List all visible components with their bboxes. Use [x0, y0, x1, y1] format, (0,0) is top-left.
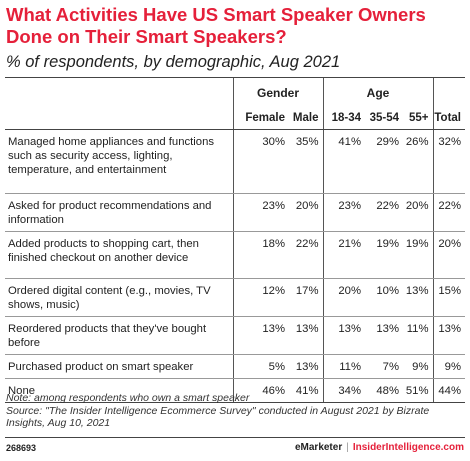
- cell-value: 21%: [323, 231, 365, 279]
- cell-value: 46%: [233, 378, 289, 403]
- cell-value: 23%: [323, 193, 365, 232]
- cell-value: 7%: [365, 354, 403, 379]
- bottom-divider: [5, 437, 465, 438]
- row-label: Reordered products that they've bought b…: [5, 316, 234, 355]
- data-table: Gender Age Female Male 18-34 35-54 55+ T…: [5, 78, 465, 403]
- cell-value: 35%: [289, 129, 324, 194]
- cell-value: 20%: [403, 193, 434, 232]
- cell-value: 11%: [403, 316, 434, 355]
- cell-value: 34%: [323, 378, 365, 403]
- row-label: Asked for product recommendations and in…: [5, 193, 234, 232]
- chart-id: 268693: [6, 443, 37, 453]
- cell-value: 17%: [289, 278, 324, 317]
- chart-title: What Activities Have US Smart Speaker Ow…: [6, 4, 426, 47]
- cell-value: 22%: [289, 231, 324, 279]
- cell-value: 11%: [323, 354, 365, 379]
- cell-value: 26%: [403, 129, 434, 194]
- cell-value: 41%: [323, 129, 365, 194]
- group-header-row: Gender Age: [5, 78, 465, 107]
- group-header-age: Age: [323, 78, 434, 107]
- cell-value: 22%: [365, 193, 403, 232]
- cell-value: 20%: [323, 278, 365, 317]
- brand-separator: |: [346, 442, 349, 453]
- cell-value: 9%: [433, 354, 465, 379]
- footer-brand: eMarketer | InsiderIntelligence.com: [295, 442, 464, 453]
- column-header-female: Female: [233, 107, 289, 130]
- cell-value: 13%: [289, 316, 324, 355]
- cell-value: 48%: [365, 378, 403, 403]
- table-row: None 46% 41% 34% 48% 51% 44%: [5, 378, 465, 403]
- cell-value: 29%: [365, 129, 403, 194]
- cell-value: 22%: [433, 193, 465, 232]
- cell-value: 51%: [403, 378, 434, 403]
- cell-value: 13%: [403, 278, 434, 317]
- row-label: None: [5, 378, 234, 403]
- chart-source: Source: "The Insider Intelligence Ecomme…: [6, 405, 430, 429]
- row-label: Managed home appliances and functions su…: [5, 129, 234, 194]
- cell-value: 20%: [433, 231, 465, 279]
- column-header-18-34: 18-34: [323, 107, 365, 130]
- cell-value: 10%: [365, 278, 403, 317]
- table-row: Purchased product on smart speaker 5% 13…: [5, 354, 465, 379]
- row-label: Added products to shopping cart, then fi…: [5, 231, 234, 279]
- cell-value: 19%: [403, 231, 434, 279]
- cell-value: 15%: [433, 278, 465, 317]
- column-header-55-plus: 55+: [403, 107, 434, 130]
- row-label: Ordered digital content (e.g., movies, T…: [5, 278, 234, 317]
- column-header-label: [5, 107, 234, 130]
- table-row: Added products to shopping cart, then fi…: [5, 231, 465, 279]
- cell-value: 13%: [433, 316, 465, 355]
- cell-value: 20%: [289, 193, 324, 232]
- top-divider: [5, 77, 465, 78]
- cell-value: 18%: [233, 231, 289, 279]
- table-row: Asked for product recommendations and in…: [5, 193, 465, 232]
- group-header-gender: Gender: [233, 78, 324, 107]
- cell-value: 32%: [433, 129, 465, 194]
- column-header-row: Female Male 18-34 35-54 55+ Total: [5, 107, 465, 130]
- brand-insider-intelligence: InsiderIntelligence.com: [352, 442, 464, 453]
- column-header-male: Male: [289, 107, 324, 130]
- cell-value: 5%: [233, 354, 289, 379]
- cell-value: 30%: [233, 129, 289, 194]
- cell-value: 13%: [289, 354, 324, 379]
- column-header-35-54: 35-54: [365, 107, 403, 130]
- group-header-total: [433, 78, 465, 107]
- column-header-total: Total: [433, 107, 465, 130]
- cell-value: 13%: [365, 316, 403, 355]
- cell-value: 44%: [433, 378, 465, 403]
- chart-subtitle: % of respondents, by demographic, Aug 20…: [6, 53, 341, 71]
- cell-value: 9%: [403, 354, 434, 379]
- cell-value: 23%: [233, 193, 289, 232]
- row-label: Purchased product on smart speaker: [5, 354, 234, 379]
- table-row: Managed home appliances and functions su…: [5, 129, 465, 194]
- table-row: Ordered digital content (e.g., movies, T…: [5, 278, 465, 317]
- brand-emarketer: eMarketer: [294, 442, 343, 453]
- cell-value: 13%: [323, 316, 365, 355]
- cell-value: 12%: [233, 278, 289, 317]
- table-row: Reordered products that they've bought b…: [5, 316, 465, 355]
- group-header-empty: [5, 78, 234, 107]
- cell-value: 41%: [289, 378, 324, 403]
- chart-note: Note: among respondents who own a smart …: [6, 392, 250, 404]
- cell-value: 13%: [233, 316, 289, 355]
- cell-value: 19%: [365, 231, 403, 279]
